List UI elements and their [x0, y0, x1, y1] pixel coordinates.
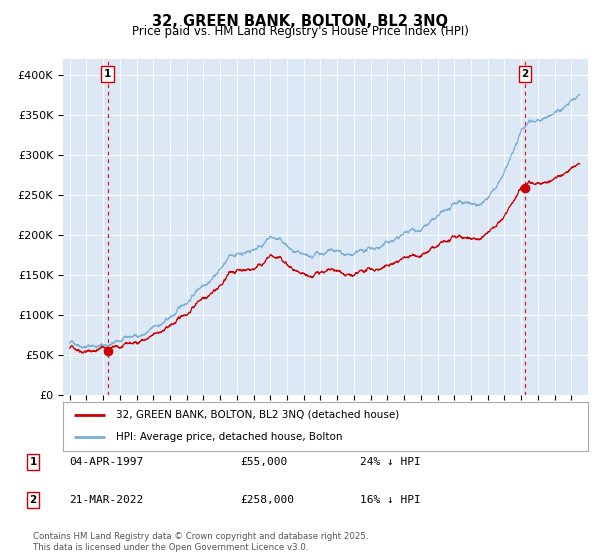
Text: Contains HM Land Registry data © Crown copyright and database right 2025.
This d: Contains HM Land Registry data © Crown c…: [33, 532, 368, 552]
Text: £258,000: £258,000: [240, 495, 294, 505]
Text: £55,000: £55,000: [240, 457, 287, 467]
Text: 32, GREEN BANK, BOLTON, BL2 3NQ: 32, GREEN BANK, BOLTON, BL2 3NQ: [152, 14, 448, 29]
Text: 1: 1: [29, 457, 37, 467]
Text: 1: 1: [104, 69, 111, 79]
Text: 2: 2: [521, 69, 529, 79]
Text: Price paid vs. HM Land Registry's House Price Index (HPI): Price paid vs. HM Land Registry's House …: [131, 25, 469, 38]
Text: 21-MAR-2022: 21-MAR-2022: [69, 495, 143, 505]
Text: 04-APR-1997: 04-APR-1997: [69, 457, 143, 467]
Text: 2: 2: [29, 495, 37, 505]
Text: 32, GREEN BANK, BOLTON, BL2 3NQ (detached house): 32, GREEN BANK, BOLTON, BL2 3NQ (detache…: [115, 410, 399, 420]
Text: HPI: Average price, detached house, Bolton: HPI: Average price, detached house, Bolt…: [115, 432, 342, 442]
Text: 24% ↓ HPI: 24% ↓ HPI: [360, 457, 421, 467]
Text: 16% ↓ HPI: 16% ↓ HPI: [360, 495, 421, 505]
